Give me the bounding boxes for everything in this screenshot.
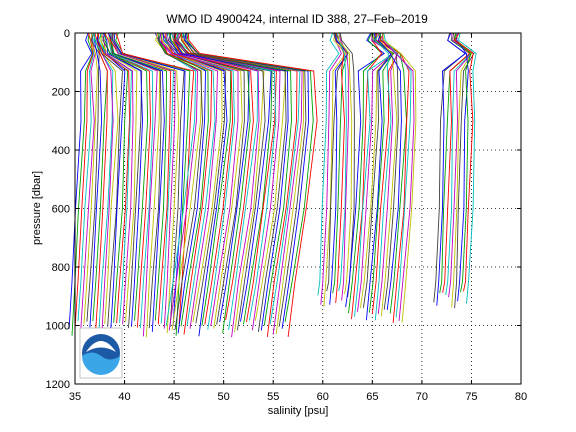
salinity-profile — [345, 32, 385, 308]
salinity-profile — [177, 32, 287, 332]
salinity-profile — [159, 32, 218, 329]
salinity-profile — [115, 32, 191, 336]
salinity-profile — [448, 32, 473, 298]
salinity-profile — [377, 32, 402, 311]
salinity-profile — [110, 32, 172, 325]
salinity-profile — [451, 32, 473, 308]
y-tick-label: 200 — [52, 87, 70, 99]
salinity-profile — [83, 32, 98, 325]
salinity-profile — [439, 32, 471, 294]
salinity-profile — [174, 32, 272, 322]
salinity-profile — [323, 32, 347, 307]
salinity-profile — [382, 32, 415, 321]
x-tick-label: 60 — [317, 391, 329, 403]
salinity-profile — [108, 32, 161, 338]
salinity-profile — [379, 32, 410, 323]
salinity-profile — [382, 32, 417, 323]
salinity-profile — [158, 32, 209, 327]
salinity-profile — [112, 32, 185, 328]
salinity-profile — [338, 32, 353, 295]
x-tick-label: 40 — [118, 391, 130, 403]
salinity-profile — [77, 32, 95, 322]
x-axis-label: salinity [psu] — [268, 405, 329, 417]
salinity-profile — [320, 32, 342, 305]
salinity-profile — [182, 32, 305, 335]
salinity-profile — [166, 32, 239, 327]
salinity-profile — [329, 32, 349, 305]
x-tick-labels: 35 40 45 50 55 60 65 70 75 80 — [69, 391, 527, 403]
salinity-profile — [94, 32, 108, 330]
salinity-profile — [68, 32, 93, 329]
salinity-profile — [162, 32, 228, 337]
x-tick-label: 70 — [416, 391, 428, 403]
x-tick-label: 50 — [218, 391, 230, 403]
salinity-profile — [357, 32, 394, 312]
salinity-profile — [98, 32, 132, 323]
salinity-profile — [378, 32, 398, 317]
salinity-profile — [187, 32, 318, 337]
salinity-profile — [186, 32, 314, 323]
salinity-profile — [184, 32, 307, 327]
salinity-profile — [458, 32, 477, 304]
noaa-logo-bird — [86, 341, 116, 352]
salinity-profile — [180, 32, 298, 337]
salinity-profile — [317, 32, 340, 296]
salinity-profile — [167, 32, 245, 325]
y-axis-label: pressure [dbar] — [31, 171, 43, 245]
y-tick-label: 1200 — [46, 379, 70, 391]
salinity-profile — [157, 32, 203, 330]
x-tick-label: 55 — [267, 391, 279, 403]
salinity-profile — [436, 32, 467, 306]
salinity-profile — [115, 32, 195, 325]
salinity-profile — [173, 32, 266, 331]
salinity-profile — [104, 32, 151, 328]
x-tick-label: 45 — [168, 391, 180, 403]
salinity-profile — [89, 32, 103, 328]
salinity-profile — [176, 32, 281, 331]
y-tick-labels: 0 200 400 600 800 1000 1200 — [46, 28, 70, 391]
y-tick-label: 600 — [52, 204, 70, 216]
noaa-logo — [79, 327, 123, 379]
salinity-profile — [184, 32, 310, 329]
salinity-profile — [171, 32, 254, 321]
salinity-profile — [74, 32, 94, 330]
x-tick-label: 80 — [515, 391, 527, 403]
profile-lines — [68, 32, 477, 338]
salinity-profile — [86, 32, 100, 322]
salinity-profile — [71, 32, 94, 336]
salinity-profile — [102, 32, 143, 327]
salinity-profile — [97, 32, 130, 324]
salinity-profile — [338, 32, 349, 301]
salinity-profile — [96, 32, 126, 331]
salinity-profile — [354, 32, 394, 317]
salinity-profile — [161, 32, 223, 323]
salinity-profile — [351, 33, 383, 320]
salinity-profile — [454, 32, 474, 292]
salinity-profile — [93, 33, 114, 334]
salinity-profile — [113, 32, 186, 326]
x-tick-label: 35 — [69, 391, 81, 403]
salinity-profile — [110, 32, 162, 329]
noaa-logo-wave — [82, 352, 120, 375]
chart-title: WMO ID 4900424, internal ID 388, 27–Feb–… — [166, 12, 428, 26]
x-tick-label: 75 — [465, 391, 477, 403]
salinity-profile — [165, 32, 232, 326]
salinity-profile — [348, 32, 383, 314]
salinity-profile — [100, 32, 138, 322]
y-tick-label: 400 — [52, 145, 70, 157]
salinity-profile — [164, 32, 235, 330]
salinity-profile — [169, 32, 251, 334]
salinity-profile — [374, 32, 392, 321]
y-tick-label: 0 — [64, 28, 70, 40]
tick-marks — [74, 32, 522, 385]
salinity-profile — [104, 32, 149, 321]
salinity-profile — [174, 32, 277, 323]
y-tick-label: 800 — [52, 262, 70, 274]
x-tick-label: 65 — [366, 391, 378, 403]
y-tick-label: 1000 — [46, 321, 70, 333]
